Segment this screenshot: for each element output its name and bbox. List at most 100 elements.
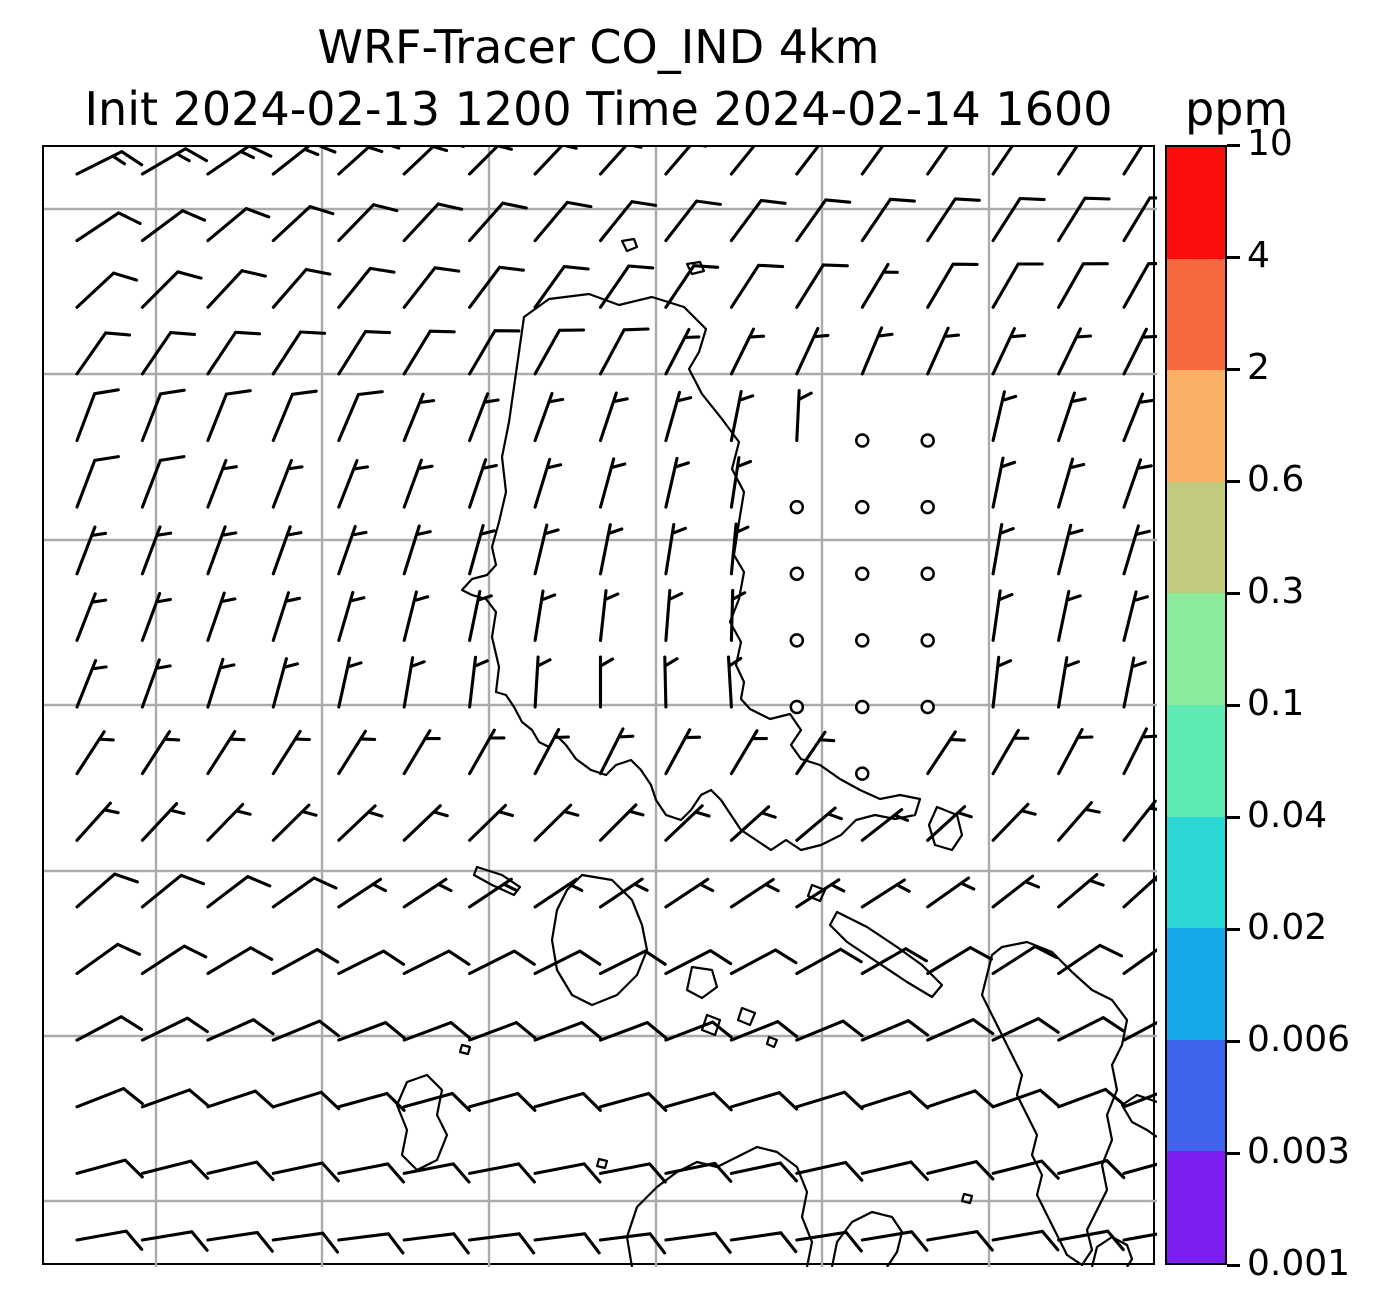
colorbar-tick-label: 0.04 bbox=[1247, 795, 1328, 836]
wind-barb bbox=[140, 147, 209, 176]
wind-barb bbox=[468, 392, 500, 443]
wind-barb bbox=[1057, 801, 1101, 842]
wind-barb bbox=[402, 147, 465, 176]
colorbar-tick bbox=[1227, 927, 1240, 931]
wind-barb bbox=[1122, 1232, 1157, 1242]
wind-barb bbox=[533, 391, 565, 443]
colorbar-tick-label: 0.3 bbox=[1247, 571, 1305, 612]
wind-barb bbox=[337, 266, 396, 309]
wind-barb bbox=[795, 389, 813, 443]
colorbar-tick-label: 2 bbox=[1247, 347, 1270, 388]
wind-barb bbox=[664, 1231, 732, 1254]
wind-barb bbox=[140, 270, 203, 309]
wind-barb bbox=[271, 591, 302, 642]
wind-barb bbox=[1122, 874, 1157, 909]
wind-barb bbox=[729, 456, 753, 509]
wind-barb bbox=[860, 262, 899, 309]
wind-barb bbox=[271, 205, 335, 243]
wind-barb bbox=[598, 264, 655, 309]
wind-barb bbox=[664, 804, 711, 842]
calm-wind-circle bbox=[855, 499, 870, 515]
colorbar-unit-label: ppm bbox=[1185, 82, 1289, 136]
wind-barb bbox=[991, 1229, 1060, 1252]
wind-barb bbox=[402, 524, 432, 576]
wind-barb bbox=[664, 327, 701, 376]
wind-barb bbox=[926, 805, 973, 842]
calm-wind-circle bbox=[920, 566, 935, 581]
wind-barb bbox=[926, 147, 949, 176]
wind-barb bbox=[729, 1231, 798, 1254]
wind-barb bbox=[598, 391, 629, 443]
calm-wind-circle bbox=[789, 633, 805, 648]
wind-barb bbox=[1057, 873, 1105, 909]
wind-barb bbox=[729, 1091, 799, 1111]
wind-barb bbox=[926, 946, 993, 976]
wind-barb bbox=[140, 873, 206, 909]
wind-barb bbox=[468, 524, 496, 576]
calm-wind-circle bbox=[920, 633, 935, 648]
wind-barb bbox=[140, 1230, 209, 1252]
calm-wind-circle bbox=[920, 699, 935, 715]
wind-barb bbox=[206, 1089, 275, 1109]
wind-barb bbox=[1057, 327, 1093, 376]
wind-barb bbox=[337, 949, 406, 976]
wind-barb bbox=[206, 875, 272, 909]
colorbar-segment bbox=[1167, 370, 1225, 482]
wind-barb bbox=[75, 271, 139, 309]
wind-barb bbox=[664, 1091, 733, 1112]
wind-barb bbox=[402, 590, 430, 642]
colorbar-segment bbox=[1167, 258, 1225, 371]
wind-barb bbox=[991, 456, 1017, 509]
wind-barb bbox=[860, 1230, 929, 1252]
wind-barb bbox=[468, 265, 525, 309]
wind-barb bbox=[1057, 1229, 1125, 1252]
wind-barb bbox=[664, 949, 733, 976]
wind-barb bbox=[795, 806, 843, 842]
coastline bbox=[595, 1157, 609, 1170]
wind-barb bbox=[729, 198, 787, 243]
wind-barb bbox=[1057, 196, 1111, 243]
wind-barb bbox=[271, 267, 332, 309]
wind-barb bbox=[75, 872, 139, 909]
wind-barb bbox=[1057, 262, 1109, 309]
wind-barb bbox=[402, 804, 449, 842]
wind-barb bbox=[991, 944, 1059, 976]
wind-barb bbox=[598, 803, 645, 842]
coastline bbox=[458, 1043, 472, 1056]
wind-barb bbox=[75, 1158, 144, 1179]
wind-barb bbox=[860, 878, 911, 909]
wind-barb bbox=[271, 1019, 341, 1042]
colorbar-tick-label: 0.1 bbox=[1247, 683, 1305, 724]
wind-barb bbox=[795, 198, 852, 243]
wind-barb bbox=[729, 588, 747, 642]
wind-barb bbox=[926, 326, 960, 376]
wind-barb bbox=[533, 147, 578, 176]
wind-barb bbox=[860, 1160, 929, 1182]
wind-barb bbox=[206, 330, 262, 376]
wind-barb bbox=[991, 874, 1041, 909]
colorbar-segment bbox=[1167, 816, 1225, 929]
wind-barb bbox=[598, 727, 635, 776]
wind-barb bbox=[991, 655, 1013, 709]
wind-barb bbox=[1122, 656, 1147, 709]
wind-barb bbox=[1122, 524, 1151, 576]
wind-barb bbox=[926, 1089, 995, 1109]
wind-barb bbox=[402, 1021, 472, 1042]
wind-barb bbox=[598, 877, 649, 909]
wind-barb bbox=[926, 1018, 995, 1042]
wind-barb bbox=[991, 728, 1030, 776]
coastline bbox=[765, 1035, 779, 1049]
wind-barb bbox=[337, 1091, 406, 1112]
wind-barb bbox=[206, 207, 271, 243]
wind-barb bbox=[598, 523, 624, 576]
wind-barb bbox=[533, 655, 552, 709]
wind-barb bbox=[664, 199, 722, 243]
wind-barb bbox=[206, 1230, 274, 1253]
wind-barb bbox=[729, 1020, 799, 1042]
wind-barb bbox=[206, 1160, 275, 1182]
wind-barb bbox=[926, 1160, 995, 1181]
chart-title: WRF-Tracer CO_IND 4km bbox=[317, 20, 880, 74]
calm-wind-circle bbox=[855, 699, 870, 715]
wind-barb bbox=[468, 201, 528, 243]
wind-barb bbox=[75, 331, 132, 376]
